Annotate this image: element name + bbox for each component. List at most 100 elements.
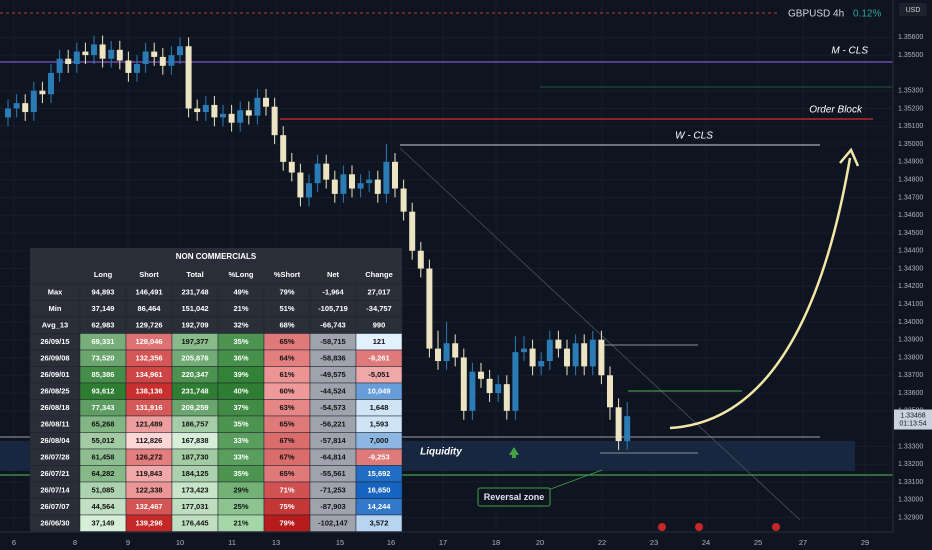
y-tick-label: 1.34300 xyxy=(898,265,923,272)
candle-body xyxy=(194,108,201,113)
candle-body xyxy=(125,60,132,73)
event-icon[interactable] xyxy=(695,523,703,531)
cell-value: 63% xyxy=(279,403,294,412)
cell-value: 132,467 xyxy=(135,502,162,511)
cell-value: 44,564 xyxy=(92,502,116,511)
cell-value: -5,051 xyxy=(368,370,389,379)
row-label: 26/06/30 xyxy=(40,519,69,528)
candle-body xyxy=(435,348,441,362)
cell-value: 176,445 xyxy=(181,519,208,528)
cell-value: 126,272 xyxy=(135,453,162,462)
row-label: 26/07/14 xyxy=(40,486,70,495)
candle-body xyxy=(134,64,140,73)
candle-body xyxy=(417,250,424,269)
y-tick-label: 1.33700 xyxy=(898,372,923,379)
candle-body xyxy=(383,161,390,194)
cell-value: 21% xyxy=(233,519,248,528)
candle-body xyxy=(460,357,467,411)
candle-body xyxy=(306,183,312,198)
cell-value: 39% xyxy=(233,370,248,379)
row-label: 26/07/21 xyxy=(40,469,69,478)
candle-body xyxy=(521,348,527,353)
cell-value: -66,743 xyxy=(320,321,345,330)
cell-value: 94,893 xyxy=(92,288,115,297)
candles xyxy=(5,35,631,450)
cell-value: 121,489 xyxy=(135,420,162,429)
candle-body xyxy=(400,188,407,212)
cell-value: 184,125 xyxy=(181,469,208,478)
candle-body xyxy=(211,104,218,118)
event-icon[interactable] xyxy=(658,523,666,531)
row-label: Max xyxy=(48,288,63,297)
cell-value: 68% xyxy=(279,321,294,330)
y-tick-label: 1.34000 xyxy=(898,319,923,326)
cell-value: 65% xyxy=(279,337,294,346)
candle-body xyxy=(65,58,72,65)
y-tick-label: 1.35200 xyxy=(898,105,923,112)
cell-value: 15,692 xyxy=(368,469,391,478)
cell-value: 75% xyxy=(279,502,294,511)
y-tick-label: 1.34600 xyxy=(898,212,923,219)
candle-body xyxy=(271,106,278,136)
row-label: 26/09/01 xyxy=(40,370,69,379)
y-tick-label: 1.34800 xyxy=(898,176,923,183)
candle-body xyxy=(220,113,226,118)
candle-body xyxy=(564,348,570,367)
cell-value: 40% xyxy=(233,387,248,396)
column-header: %Short xyxy=(274,270,301,279)
cell-value: 61,458 xyxy=(92,453,115,462)
row-label: Min xyxy=(49,304,62,313)
column-header: Long xyxy=(94,270,113,279)
row-label: 26/08/18 xyxy=(40,403,69,412)
cell-value: 21% xyxy=(233,304,248,313)
cell-value: 33% xyxy=(233,453,248,462)
cell-value: -44,524 xyxy=(320,387,346,396)
currency[interactable]: USD xyxy=(906,7,921,14)
cell-value: 173,423 xyxy=(181,486,208,495)
cell-value: 35% xyxy=(233,469,248,478)
change: 0.12% xyxy=(853,9,881,20)
row-label: 26/08/04 xyxy=(40,436,70,445)
candle-body xyxy=(22,103,29,113)
countdown: 01:13:54 xyxy=(899,420,926,427)
column-header: %Long xyxy=(229,270,254,279)
cell-value: 86,464 xyxy=(138,304,162,313)
cell-value: -64,814 xyxy=(320,453,346,462)
cell-value: 220,347 xyxy=(181,370,208,379)
currency-box[interactable] xyxy=(899,3,927,16)
cell-value: 67% xyxy=(279,453,294,462)
candle-body xyxy=(607,375,613,408)
axes: 1.35600 1.35500 1.35300 1.35200 1.35100 1.350… xyxy=(12,34,932,547)
cell-value: -56,221 xyxy=(320,420,345,429)
cell-value: 71% xyxy=(279,486,294,495)
event-icon[interactable] xyxy=(772,523,780,531)
cell-value: 37,149 xyxy=(92,304,115,313)
y-tick-label: 1.34400 xyxy=(898,248,923,255)
symbol: GBPUSD 4h xyxy=(788,9,844,20)
candle-body xyxy=(151,51,158,57)
cell-value: 151,042 xyxy=(181,304,208,313)
cell-value: 93,612 xyxy=(92,387,115,396)
candle-body xyxy=(168,55,175,66)
column-header: Change xyxy=(365,270,393,279)
candle-body xyxy=(357,183,364,189)
y-tick-label: 1.34200 xyxy=(898,283,923,290)
candle-body xyxy=(73,51,80,65)
cell-value: 990 xyxy=(373,321,386,330)
cell-value: 32% xyxy=(233,321,248,330)
candle-body xyxy=(39,90,46,95)
cell-value: -9,253 xyxy=(368,453,389,462)
cell-value: 79% xyxy=(279,519,294,528)
y-tick-label: 1.35000 xyxy=(898,141,923,148)
x-tick-label: 25 xyxy=(754,538,762,547)
x-tick-label: 27 xyxy=(799,538,807,547)
candle-body xyxy=(340,174,347,194)
candle-body xyxy=(581,343,588,367)
x-tick-label: 17 xyxy=(439,538,447,547)
row-label: 26/09/08 xyxy=(40,354,69,363)
y-tick-label: 1.34100 xyxy=(898,301,923,308)
x-tick-label: 24 xyxy=(702,538,710,547)
y-tick-label: 1.34500 xyxy=(898,230,923,237)
candle-body xyxy=(366,179,373,184)
cell-value: 231,748 xyxy=(181,288,208,297)
